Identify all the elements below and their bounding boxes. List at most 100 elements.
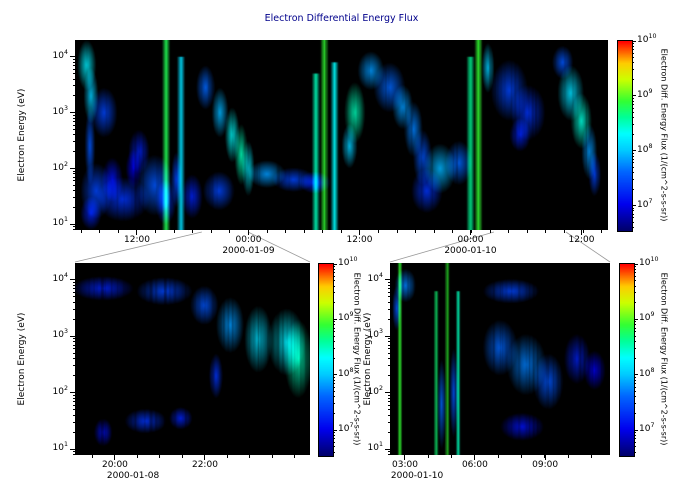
- y-minor-tick-mark: [387, 344, 390, 346]
- x-minor-tick-mark: [544, 455, 546, 458]
- y-minor-tick-mark: [387, 291, 390, 293]
- y-minor-tick-mark: [72, 207, 75, 209]
- y-minor-tick-mark: [387, 296, 390, 298]
- colorbar-minor-tick-mark: [634, 266, 636, 268]
- colorbar-minor-tick-mark: [634, 268, 636, 270]
- colorbar-main-canvas: [618, 41, 632, 231]
- colorbar-minor-tick-mark: [333, 357, 335, 359]
- colorbar-minor-tick-mark: [632, 62, 634, 64]
- x-minor-tick-mark: [159, 455, 161, 458]
- x-minor-tick-mark: [155, 230, 157, 233]
- colorbar-minor-tick-mark: [333, 272, 335, 274]
- colorbar-minor-tick-mark: [333, 340, 335, 342]
- y-tick-mark: [70, 112, 75, 114]
- colorbar-tick-label: 107: [639, 422, 655, 435]
- colorbar-minor-tick-mark: [632, 124, 634, 126]
- y-minor-tick-mark: [387, 288, 390, 290]
- y-minor-tick-mark: [72, 338, 75, 340]
- y-tick-label: 101: [52, 216, 68, 229]
- colorbar-minor-tick-mark: [632, 48, 634, 50]
- colorbar-minor-tick-mark: [632, 166, 634, 168]
- colorbar-tick-label: 109: [639, 311, 655, 324]
- x-minor-tick-mark: [433, 230, 435, 233]
- x-minor-tick-mark: [117, 230, 119, 233]
- colorbar-minor-tick-mark: [634, 321, 636, 323]
- colorbar-tick-mark: [333, 263, 337, 265]
- colorbar-minor-tick-mark: [333, 331, 335, 333]
- y-minor-tick-mark: [387, 454, 390, 456]
- colorbar-minor-tick-mark: [333, 280, 335, 282]
- x-minor-tick-mark: [136, 230, 138, 233]
- spectrogram-main-panel: 104 103 102 101 12:00 00:00 12:00 00:00 12:00 200…: [53, 40, 608, 256]
- colorbar-minor-tick-mark: [632, 162, 634, 164]
- y-minor-tick-mark: [72, 173, 75, 175]
- x-minor-tick-mark: [294, 455, 296, 458]
- y-minor-tick-mark: [72, 78, 75, 80]
- y-minor-tick-mark: [72, 375, 75, 377]
- x-tick-label: 12:00: [124, 235, 150, 245]
- y-minor-tick-mark: [72, 176, 75, 178]
- x-minor-tick-mark: [497, 455, 499, 458]
- x-minor-tick-mark: [322, 230, 324, 233]
- colorbar-minor-tick-mark: [333, 327, 335, 329]
- y-tick-mark: [70, 392, 75, 394]
- colorbar-label-zoom1-text: Electron Diff. Energy Flux (1/(cm^2-s-s-…: [352, 272, 362, 446]
- x-tick-mark: [359, 230, 360, 235]
- x-minor-tick-mark: [545, 230, 547, 233]
- y-tick-label: 102: [52, 160, 68, 173]
- y-minor-tick-mark: [72, 151, 75, 153]
- y-tick-label: 102: [52, 384, 68, 397]
- y-minor-tick-mark: [72, 404, 75, 406]
- x-minor-tick-mark: [563, 230, 565, 233]
- colorbar-zoom2-canvas: [620, 264, 634, 456]
- y-minor-tick-mark: [387, 401, 390, 403]
- x-tick-mark: [114, 455, 116, 460]
- colorbar-minor-tick-mark: [333, 275, 335, 277]
- y-tick-label: 103: [367, 328, 383, 341]
- colorbar-minor-tick-mark: [632, 69, 634, 71]
- x-minor-tick-mark: [136, 455, 138, 458]
- y-tick-mark: [385, 448, 390, 450]
- y-tick-label: 102: [367, 384, 383, 397]
- colorbar-minor-tick-mark: [333, 403, 335, 405]
- colorbar-minor-tick-mark: [333, 379, 335, 381]
- y-minor-tick-mark: [72, 124, 75, 126]
- y-tick-mark: [385, 335, 390, 337]
- colorbar-tick-mark: [632, 95, 636, 97]
- colorbar-minor-tick-mark: [333, 382, 335, 384]
- y-axis-label-main-text: Electron Energy (eV): [17, 88, 27, 182]
- x-tick-label: 06:00: [461, 460, 488, 470]
- colorbar-minor-tick-mark: [634, 432, 636, 434]
- y-minor-tick-mark: [72, 58, 75, 60]
- y-minor-tick-mark: [72, 421, 75, 423]
- y-minor-tick-mark: [387, 341, 390, 343]
- colorbar-minor-tick-mark: [333, 292, 335, 294]
- colorbar-minor-tick-mark: [333, 442, 335, 444]
- colorbar-tick-label: 1010: [639, 256, 659, 268]
- colorbar-tick-mark: [333, 318, 337, 320]
- x-tick-mark: [204, 455, 206, 460]
- y-tick-mark: [70, 335, 75, 337]
- y-minor-tick-mark: [387, 394, 390, 396]
- colorbar-minor-tick-mark: [632, 111, 634, 113]
- y-minor-tick-mark: [387, 404, 390, 406]
- y-minor-tick-mark: [72, 229, 75, 231]
- y-tick-label: 104: [367, 271, 383, 284]
- colorbar-minor-tick-mark: [632, 117, 634, 119]
- y-minor-tick-mark: [387, 301, 390, 303]
- colorbar-tick-label: 109: [637, 87, 653, 100]
- y-minor-tick-mark: [387, 365, 390, 367]
- y-minor-tick-mark: [387, 308, 390, 310]
- x-minor-tick-mark: [378, 230, 380, 233]
- colorbar-minor-tick-mark: [634, 396, 636, 398]
- x-minor-tick-mark: [210, 230, 212, 233]
- colorbar-tick-mark: [632, 40, 636, 42]
- colorbar-minor-tick-mark: [632, 217, 634, 219]
- y-minor-tick-mark: [72, 431, 75, 433]
- colorbar-minor-tick-mark: [634, 446, 636, 448]
- y-minor-tick-mark: [72, 226, 75, 228]
- y-minor-tick-mark: [72, 85, 75, 87]
- colorbar-minor-tick-mark: [333, 438, 335, 440]
- colorbar-minor-tick-mark: [333, 451, 335, 453]
- x-axis-date-label: 2000-01-08: [106, 471, 160, 481]
